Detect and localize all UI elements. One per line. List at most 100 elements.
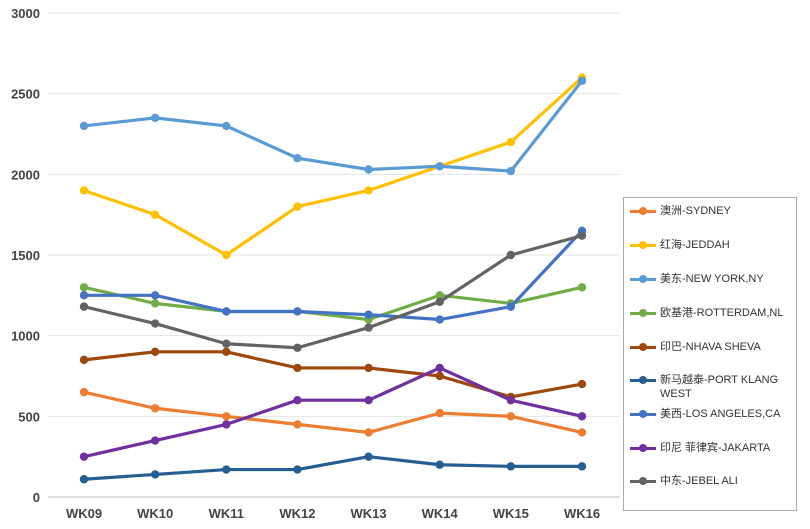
- data-point: [364, 186, 373, 195]
- legend-marker: [639, 275, 647, 283]
- series-line: [82, 234, 584, 350]
- data-point: [506, 302, 516, 311]
- data-point: [79, 355, 89, 365]
- legend-label: 红海-JEDDAH: [660, 239, 730, 251]
- data-point: [293, 343, 302, 352]
- series-7: [79, 363, 587, 461]
- data-point: [293, 307, 302, 316]
- data-point: [506, 137, 516, 147]
- data-point: [222, 250, 231, 260]
- y-axis-ticks: 0 500 1000 1500 2000 2500 3000: [11, 6, 40, 505]
- data-point: [150, 436, 160, 445]
- data-point: [577, 462, 587, 471]
- data-point: [79, 186, 89, 195]
- series-line: [82, 285, 584, 322]
- data-point: [150, 299, 160, 308]
- data-point: [577, 231, 587, 240]
- data-point: [364, 428, 373, 437]
- data-point: [150, 113, 160, 123]
- data-point: [435, 371, 444, 381]
- legend-label: 美西-LOS ANGELES,CA: [660, 408, 781, 420]
- data-point: [222, 412, 231, 421]
- data-point: [222, 420, 231, 429]
- legend-marker: [639, 376, 647, 384]
- series-1: [79, 73, 587, 260]
- series-line: [82, 366, 584, 459]
- legend-label: 新马越泰-PORT KLANG WEST: [660, 374, 779, 400]
- data-point: [293, 202, 302, 211]
- data-point: [435, 408, 444, 418]
- data-point: [222, 465, 231, 474]
- data-point: [577, 428, 587, 437]
- series-line: [82, 229, 584, 322]
- legend-label: 中东-JEBEL ALI: [660, 475, 738, 487]
- data-point: [435, 315, 444, 324]
- series-6: [79, 226, 587, 324]
- data-point: [364, 363, 373, 373]
- data-point: [293, 154, 302, 163]
- data-point: [150, 404, 160, 413]
- y-tick-label: 1000: [11, 329, 40, 344]
- legend-marker: [639, 241, 647, 249]
- data-point: [79, 387, 89, 397]
- x-tick-label: WK16: [564, 506, 600, 521]
- y-tick-label: 2500: [11, 87, 40, 102]
- data-point: [79, 291, 89, 300]
- series-line: [82, 390, 584, 435]
- legend: 澳洲-SYDNEY 红海-JEDDAH 美东-NEW YORK,NY 欧基港-ROTT…: [623, 197, 797, 511]
- data-point: [506, 462, 516, 471]
- series-line: [82, 455, 584, 481]
- data-point: [577, 76, 587, 85]
- legend-marker: [639, 477, 647, 485]
- data-point: [364, 452, 373, 461]
- x-tick-label: WK13: [351, 506, 387, 521]
- data-point: [506, 166, 516, 176]
- series-5: [79, 452, 587, 484]
- y-tick-label: 0: [33, 490, 40, 505]
- x-tick-label: WK15: [493, 506, 529, 521]
- series-0: [79, 387, 587, 437]
- legend-label: 澳洲-SYDNEY: [660, 205, 731, 217]
- data-point: [222, 347, 231, 356]
- x-tick-label: WK09: [66, 506, 102, 521]
- x-tick-label: WK12: [279, 506, 315, 521]
- x-axis-ticks: WK09 WK10 WK11 WK12 WK13 WK14 WK15 WK16: [66, 506, 600, 521]
- x-tick-label: WK11: [209, 506, 244, 521]
- y-tick-label: 1500: [11, 248, 40, 263]
- series-line: [82, 75, 584, 257]
- data-point: [222, 307, 231, 316]
- data-point: [222, 121, 231, 131]
- series-2: [79, 76, 587, 176]
- data-point: [79, 121, 89, 131]
- data-point: [293, 465, 302, 474]
- legend-label: 美东-NEW YORK,NY: [660, 273, 764, 285]
- y-tick-label: 500: [18, 409, 40, 424]
- data-point: [364, 165, 373, 174]
- data-point: [435, 162, 444, 171]
- data-point: [79, 475, 89, 484]
- legend-label: 印尼 菲律宾-JAKARTA: [660, 442, 771, 454]
- legend-label: 印巴-NHAVA SHEVA: [660, 341, 761, 353]
- legend-marker: [639, 207, 647, 215]
- data-point: [293, 396, 302, 405]
- x-tick-label: WK14: [422, 506, 459, 521]
- legend-label: 欧基港-ROTTERDAM,NL: [660, 307, 784, 319]
- data-point: [577, 412, 587, 421]
- data-point: [222, 339, 231, 348]
- series-line: [82, 350, 584, 399]
- data-point: [293, 420, 302, 429]
- data-point: [150, 319, 160, 328]
- data-point: [79, 302, 89, 311]
- data-point: [577, 283, 587, 292]
- gridlines: [48, 12, 620, 498]
- y-tick-label: 2000: [11, 167, 40, 182]
- data-point: [150, 347, 160, 356]
- y-tick-label: 3000: [11, 6, 40, 21]
- data-point: [577, 379, 587, 389]
- series-4: [79, 347, 587, 402]
- data-point: [435, 291, 444, 300]
- series-8: [79, 231, 587, 352]
- legend-marker: [639, 343, 647, 351]
- data-point: [435, 460, 444, 469]
- data-point: [150, 291, 160, 300]
